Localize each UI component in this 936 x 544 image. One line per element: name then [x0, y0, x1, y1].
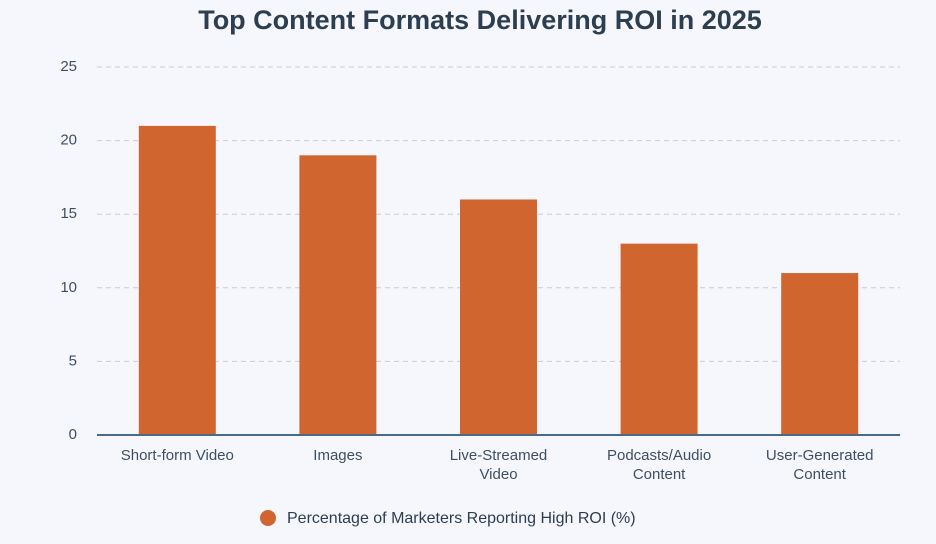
chart-title: Top Content Formats Delivering ROI in 20… — [198, 5, 762, 35]
bar — [620, 243, 698, 435]
x-tick-label: Podcasts/Audio Content — [606, 447, 712, 483]
bar — [138, 125, 216, 435]
y-tick-label: 0 — [69, 426, 77, 443]
y-tick-label: 5 — [69, 352, 77, 369]
legend-marker — [260, 510, 276, 526]
x-tick-label: Images — [313, 447, 363, 464]
x-tick-label: User-Generated Content — [765, 447, 874, 483]
y-tick-label: 15 — [60, 205, 77, 222]
y-tick-label: 10 — [60, 279, 77, 296]
x-tick-label: Live-Streamed Video — [449, 447, 548, 483]
bar — [299, 155, 377, 435]
legend-label: Percentage of Marketers Reporting High R… — [287, 510, 636, 527]
x-tick-label: Short-form Video — [120, 447, 234, 464]
bar — [781, 273, 859, 435]
y-tick-label: 25 — [60, 58, 77, 75]
bar — [460, 199, 537, 435]
y-tick-label: 20 — [60, 132, 77, 149]
